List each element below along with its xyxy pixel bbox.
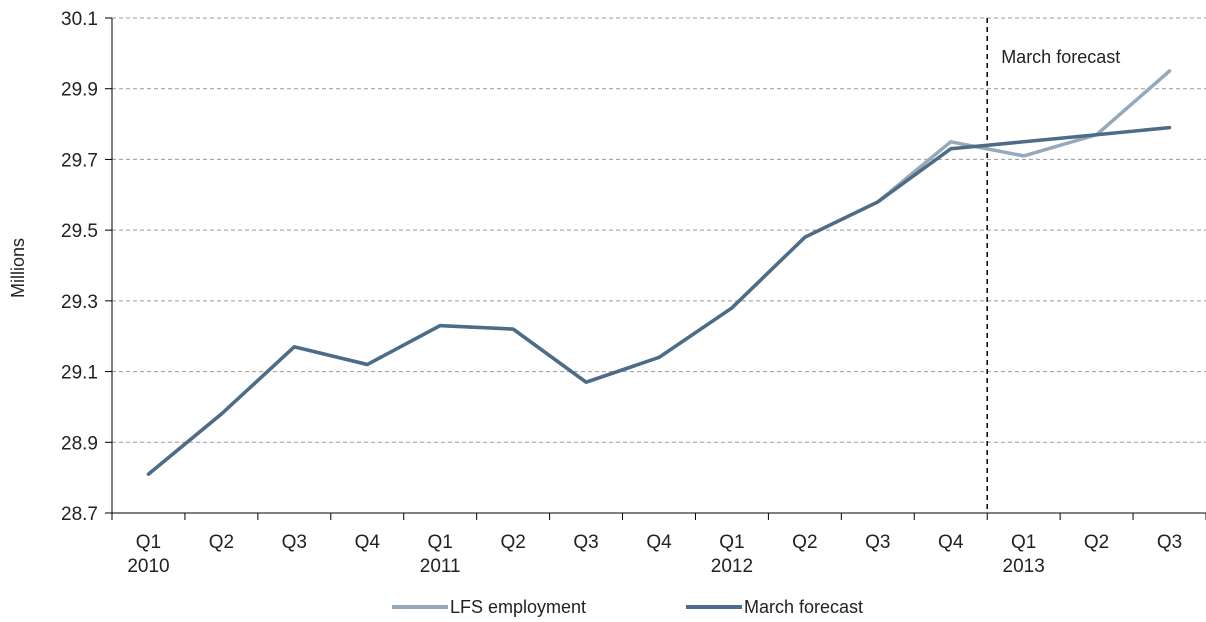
series-line-lfs-employment — [146, 69, 1172, 476]
x-tick-label: Q2 — [500, 532, 525, 553]
x-tick-label: Q1 — [136, 532, 161, 553]
x-tick-label: Q4 — [938, 532, 964, 553]
y-tick-label: 29.7 — [61, 150, 98, 171]
series-lines — [146, 69, 1172, 476]
legend-label: March forecast — [744, 597, 863, 617]
y-tick-label: 30.1 — [61, 9, 98, 30]
legend-label: LFS employment — [450, 597, 586, 617]
y-axis-tick-labels: 28.7 28.9 29.1 29.3 29.5 29.7 29.9 30.1 — [61, 9, 98, 525]
y-axis-title: Millions — [8, 238, 28, 298]
x-tick-label: Q4 — [355, 532, 381, 553]
y-tick-label: 28.7 — [61, 504, 98, 525]
y-tick-label: 28.9 — [61, 433, 98, 454]
x-axis-tick-labels: Q1 Q2 Q3 Q4 Q1 Q2 Q3 Q4 Q1 Q2 Q3 Q4 Q1 Q2 Q3 2010 2011 20… — [127, 532, 1182, 577]
forecast-annotation: March forecast — [1001, 47, 1120, 67]
x-tick-label: Q2 — [209, 532, 234, 553]
y-tick-label: 29.3 — [61, 292, 98, 313]
x-tick-label: Q1 — [1011, 532, 1036, 553]
x-tick-label: Q3 — [1157, 532, 1182, 553]
y-tick-label: 29.1 — [61, 363, 98, 384]
gridlines — [112, 17, 1206, 443]
x-year-label: 2013 — [1003, 556, 1045, 577]
x-year-label: 2012 — [711, 556, 753, 577]
series-line-march-forecast — [146, 125, 1172, 476]
x-year-label: 2010 — [127, 556, 169, 577]
x-tick-label: Q4 — [646, 532, 672, 553]
x-tick-label: Q3 — [282, 532, 307, 553]
y-tick-label: 29.9 — [61, 80, 98, 101]
x-year-label: 2011 — [420, 556, 461, 577]
forecast-boundary: March forecast — [986, 18, 1120, 513]
x-tick-label: Q1 — [719, 532, 744, 553]
axes — [105, 17, 1206, 520]
x-tick-label: Q2 — [792, 532, 817, 553]
y-tick-label: 29.5 — [61, 221, 98, 242]
x-tick-label: Q2 — [1084, 532, 1109, 553]
x-tick-label: Q3 — [865, 532, 890, 553]
legend: LFS employment March forecast — [392, 597, 863, 617]
x-tick-label: Q3 — [573, 532, 598, 553]
x-tick-label: Q1 — [428, 532, 453, 553]
